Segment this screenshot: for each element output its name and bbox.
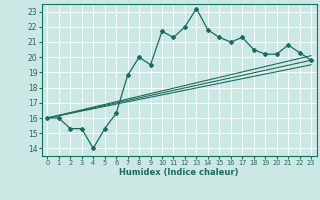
X-axis label: Humidex (Indice chaleur): Humidex (Indice chaleur) — [119, 168, 239, 177]
